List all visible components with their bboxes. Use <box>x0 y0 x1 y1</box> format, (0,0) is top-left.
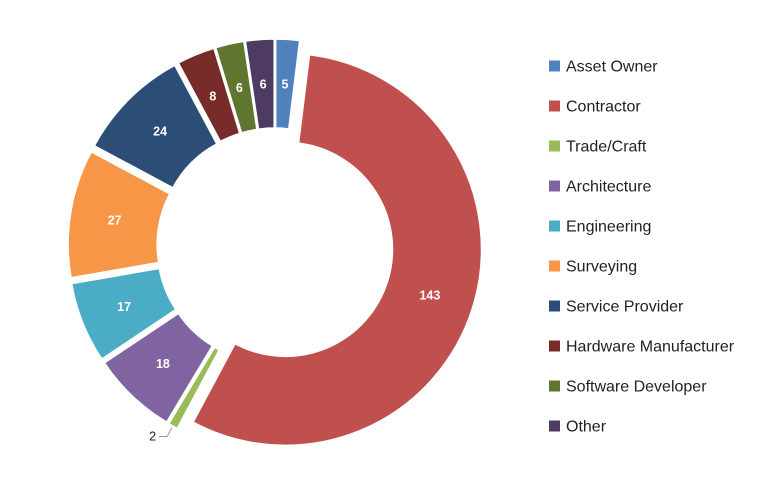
legend-label-asset-owner: Asset Owner <box>566 59 658 76</box>
data-label-architecture: 18 <box>156 357 170 371</box>
legend-item-surveying: Surveying <box>549 259 637 276</box>
slice-asset-owner <box>274 38 301 130</box>
legend-item-other: Other <box>549 419 607 436</box>
legend-label-engineering: Engineering <box>566 219 651 236</box>
legend-label-hardware-manufacturer: Hardware Manufacturer <box>566 339 735 356</box>
legend-label-service-provider: Service Provider <box>566 299 684 316</box>
legend-swatch-hardware-manufacturer <box>549 340 560 352</box>
data-label-other: 6 <box>260 77 267 91</box>
legend-item-software-developer: Software Developer <box>549 379 707 396</box>
donut-slices <box>67 38 483 447</box>
data-label-engineering: 17 <box>117 300 131 314</box>
slice-surveying <box>67 150 171 279</box>
legend-swatch-software-developer <box>549 380 560 392</box>
data-label-service-provider: 24 <box>153 125 167 139</box>
data-labels: 5 143 2 18 17 27 24 8 6 6 <box>108 77 441 443</box>
slice-hardware-manufacturer <box>177 47 241 143</box>
legend-item-service-provider: Service Provider <box>549 299 684 316</box>
slice-contractor <box>192 53 483 447</box>
data-label-contractor: 143 <box>419 289 440 303</box>
slice-engineering <box>70 267 177 361</box>
legend-label-trade-craft: Trade/Craft <box>566 139 647 156</box>
legend-label-architecture: Architecture <box>566 179 651 196</box>
legend-swatch-asset-owner <box>549 60 560 72</box>
data-label-surveying: 27 <box>108 214 122 228</box>
slice-trade-craft <box>167 346 221 430</box>
leader-line-trade-craft <box>159 427 173 438</box>
legend-item-contractor: Contractor <box>549 99 641 116</box>
legend-swatch-other <box>549 420 560 432</box>
legend-swatch-trade-craft <box>549 140 560 152</box>
slice-service-provider <box>93 64 218 189</box>
legend-label-surveying: Surveying <box>566 259 637 276</box>
slice-software-developer <box>214 40 258 134</box>
data-label-asset-owner: 5 <box>281 77 288 91</box>
legend-swatch-service-provider <box>549 300 560 312</box>
data-label-trade-craft: 2 <box>149 430 156 444</box>
legend-label-software-developer: Software Developer <box>566 379 707 396</box>
legend-item-architecture: Architecture <box>549 179 651 196</box>
legend-item-trade-craft: Trade/Craft <box>549 139 647 156</box>
data-label-software-developer: 6 <box>236 81 243 95</box>
legend-label-contractor: Contractor <box>566 99 641 116</box>
slice-architecture <box>103 312 214 424</box>
legend-swatch-contractor <box>549 100 560 112</box>
legend: Asset Owner Contractor Trade/Craft Architec… <box>549 59 735 436</box>
slice-other <box>244 38 275 131</box>
legend-label-other: Other <box>566 419 607 436</box>
data-label-hardware-manufacturer: 8 <box>209 89 216 103</box>
legend-swatch-surveying <box>549 260 560 272</box>
legend-item-engineering: Engineering <box>549 219 651 236</box>
legend-item-asset-owner: Asset Owner <box>549 59 658 76</box>
legend-swatch-engineering <box>549 220 560 232</box>
legend-item-hardware-manufacturer: Hardware Manufacturer <box>549 339 735 356</box>
legend-swatch-architecture <box>549 180 560 192</box>
